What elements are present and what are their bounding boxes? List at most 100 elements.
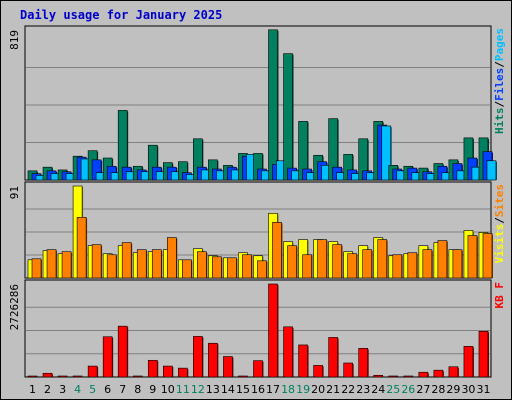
bar-hits-day-18 xyxy=(283,53,293,181)
x-tick-label: 19 xyxy=(296,383,310,396)
bar-kb-f-day-27 xyxy=(418,371,429,378)
bar-sites-day-1 xyxy=(31,258,42,279)
legend-item: Files xyxy=(493,68,506,101)
bar-sites-day-6 xyxy=(106,254,117,279)
x-tick-label: 18 xyxy=(281,383,295,396)
x-tick-label: 29 xyxy=(446,383,460,396)
bar-kb-f-day-14 xyxy=(223,356,233,378)
bar-sites-day-21 xyxy=(332,244,342,279)
bar-kb-f-day-9 xyxy=(147,359,158,378)
bar-sites-day-18 xyxy=(287,245,297,279)
bar-kb-f-day-12 xyxy=(193,336,203,378)
x-tick-label: 28 xyxy=(431,383,445,396)
bar-sites-day-31 xyxy=(482,233,493,279)
bar-hits-day-17 xyxy=(268,29,278,181)
x-tick-label: 3 xyxy=(59,383,66,396)
bar-sites-day-17 xyxy=(272,222,282,279)
legend-item: Sites xyxy=(493,184,506,217)
bar-sites-day-8 xyxy=(136,249,147,279)
bar-sites-day-16 xyxy=(257,260,267,279)
bar-sites-day-2 xyxy=(46,249,57,279)
bar-pages-day-24 xyxy=(381,125,392,181)
x-tick-label: 13 xyxy=(206,383,220,396)
bar-sites-day-23 xyxy=(362,249,373,279)
bar-kb-f-day-15 xyxy=(238,375,248,378)
bar-kb-f-day-25 xyxy=(388,375,399,378)
bar-sites-day-15 xyxy=(242,254,252,279)
bar-sites-day-28 xyxy=(437,240,448,279)
bar-kb-f-day-31 xyxy=(478,330,489,378)
bar-sites-day-19 xyxy=(302,254,312,279)
x-tick-label: 25 xyxy=(386,383,400,396)
bar-sites-day-30 xyxy=(467,235,478,279)
x-tick-label: 31 xyxy=(476,383,490,396)
x-tick-label: 27 xyxy=(416,383,430,396)
x-tick-label: 22 xyxy=(341,383,355,396)
legend-item: Visits xyxy=(493,224,506,264)
x-tick-label: 15 xyxy=(236,383,250,396)
bar-kb-f-day-4 xyxy=(72,375,83,378)
bar-kb-f-day-26 xyxy=(403,375,414,378)
bar-sites-day-12 xyxy=(197,251,207,279)
legend-item: Hits xyxy=(493,108,506,135)
panel-hits: 819 Hits/Files/Pages xyxy=(8,25,506,181)
x-tick-label: 5 xyxy=(89,383,96,396)
bar-sites-day-20 xyxy=(317,239,327,279)
bar-kb-f-day-1 xyxy=(27,375,38,378)
bar-kb-f-day-24 xyxy=(373,374,384,378)
bar-sites-day-25 xyxy=(392,254,403,279)
bar-sites-day-22 xyxy=(347,253,357,279)
bar-kb-f-day-5 xyxy=(87,365,98,378)
bar-sites-day-10 xyxy=(166,237,177,279)
bar-kb-f-day-19 xyxy=(298,344,308,378)
legend-kb: KB F xyxy=(493,282,506,309)
legend-separator: / xyxy=(493,217,506,224)
bar-sites-day-13 xyxy=(212,256,222,279)
chart-title: Daily usage for January 2025 xyxy=(20,8,222,22)
y-max-label-kb: 2726286 xyxy=(8,284,21,330)
bar-kb-f-day-30 xyxy=(463,345,474,378)
x-tick-label: 24 xyxy=(371,383,385,396)
bar-kb-f-day-13 xyxy=(208,342,218,378)
bar-kb-f-day-8 xyxy=(132,375,143,378)
bar-sites-day-9 xyxy=(151,249,162,279)
bar-kb-f-day-6 xyxy=(102,336,113,378)
legend-hits: Hits/Files/Pages xyxy=(493,28,506,134)
bar-kb-f-day-23 xyxy=(358,348,369,378)
bar-sites-day-24 xyxy=(377,239,388,279)
legend-visits: Visits/Sites xyxy=(493,184,506,264)
bar-kb-f-day-29 xyxy=(448,366,459,378)
bar-kb-f-day-20 xyxy=(313,365,323,378)
x-tick-label: 23 xyxy=(356,383,370,396)
x-tick-label: 16 xyxy=(251,383,265,396)
bar-sites-day-26 xyxy=(407,252,418,279)
bar-kb-f-day-28 xyxy=(433,369,444,378)
bar-sites-day-14 xyxy=(227,257,237,279)
y-max-label-hits: 819 xyxy=(8,30,21,50)
x-tick-label: 21 xyxy=(326,383,340,396)
bar-sites-day-29 xyxy=(452,249,463,279)
x-tick-label: 1 xyxy=(29,383,36,396)
bar-sites-day-3 xyxy=(61,251,72,279)
x-tick-label: 14 xyxy=(221,383,235,396)
legend-item: KB F xyxy=(493,282,506,309)
x-tick-label: 6 xyxy=(104,383,111,396)
bar-kb-f-day-3 xyxy=(57,375,68,378)
bar-kb-f-day-11 xyxy=(178,367,188,378)
x-tick-label: 17 xyxy=(266,383,280,396)
bar-kb-f-day-22 xyxy=(343,362,353,378)
x-tick-label: 7 xyxy=(119,383,126,396)
x-tick-label: 9 xyxy=(149,383,156,396)
bar-pages-day-31 xyxy=(486,160,497,181)
bar-sites-day-7 xyxy=(121,242,132,279)
bar-kb-f-day-21 xyxy=(328,337,338,378)
legend-separator: / xyxy=(493,101,506,108)
bar-kb-f-day-18 xyxy=(283,326,293,378)
bar-sites-day-11 xyxy=(182,259,192,279)
bar-kb-f-day-7 xyxy=(117,325,128,378)
bar-kb-f-day-16 xyxy=(253,360,263,378)
bar-kb-f-day-10 xyxy=(162,365,173,378)
bar-sites-day-4 xyxy=(76,217,87,279)
x-tick-label: 20 xyxy=(311,383,325,396)
